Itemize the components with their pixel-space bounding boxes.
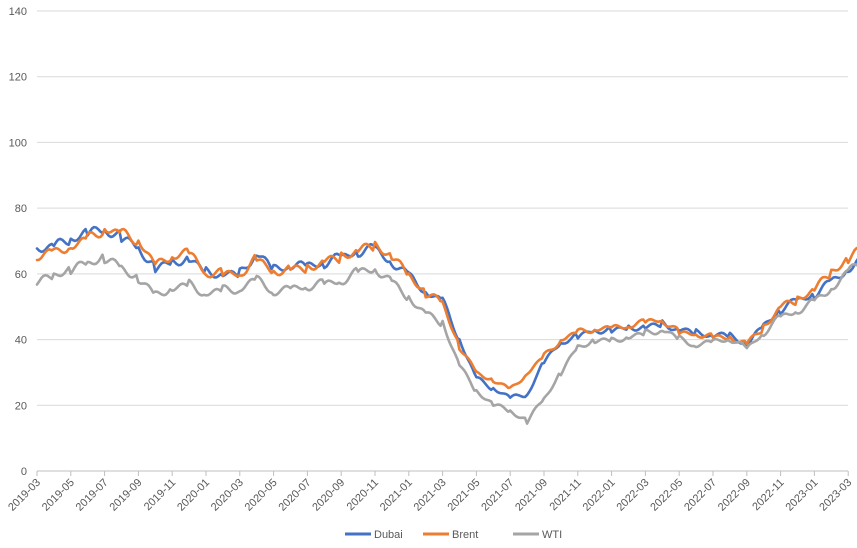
gridlines xyxy=(37,10,848,406)
x-tick-label: 2020-09 xyxy=(310,477,347,514)
legend-label-wti: WTI xyxy=(542,529,562,541)
x-tick-label: 2019-11 xyxy=(142,477,178,513)
x-tick-label: 2019-09 xyxy=(107,477,144,514)
y-tick-label: 80 xyxy=(15,203,27,215)
x-tick-label: 2023-03 xyxy=(817,477,854,514)
series-line-wti xyxy=(35,253,857,425)
x-tick-label: 2020-07 xyxy=(276,477,313,514)
legend: Dubai Brent WTI xyxy=(345,529,562,541)
x-tick-label: 2020-11 xyxy=(345,477,381,513)
legend-label-brent: Brent xyxy=(452,529,478,541)
x-tick-label: 2019-03 xyxy=(6,477,43,514)
x-tick-label: 2022-05 xyxy=(648,477,685,514)
x-tick-label: 2022-01 xyxy=(581,477,618,514)
y-tick-label: 20 xyxy=(15,400,27,412)
y-tick-label: 120 xyxy=(9,72,27,84)
y-tick-label: 140 xyxy=(9,6,27,18)
x-tick-label: 2019-05 xyxy=(40,477,77,514)
series-line-dubai xyxy=(35,225,857,399)
x-tick-label: 2022-09 xyxy=(716,477,753,514)
x-tick-label: 2021-05 xyxy=(445,477,482,514)
x-tick-label: 2020-03 xyxy=(209,477,246,514)
x-tick-label: 2023-01 xyxy=(783,477,820,514)
x-tick-label: 2021-11 xyxy=(547,477,583,513)
x-tick-label: 2020-05 xyxy=(243,477,280,514)
x-tick-label: 2021-07 xyxy=(479,477,516,514)
x-tick-label: 2021-03 xyxy=(412,477,449,514)
x-tick-label: 2022-07 xyxy=(682,477,719,514)
y-tick-label: 0 xyxy=(21,466,27,478)
x-tick-label: 2021-09 xyxy=(513,477,550,514)
x-tick-label: 2021-01 xyxy=(378,477,415,514)
series-lines xyxy=(35,225,857,425)
x-tick-label: 2019-07 xyxy=(74,477,111,514)
x-tick-label: 2020-01 xyxy=(175,477,212,514)
x-tick-label: 2022-11 xyxy=(750,477,786,513)
y-tick-label: 40 xyxy=(15,335,27,347)
axes: 0204060801001201402019-032019-052019-072… xyxy=(6,6,854,514)
y-tick-label: 100 xyxy=(9,137,27,149)
legend-label-dubai: Dubai xyxy=(374,529,403,541)
y-tick-label: 60 xyxy=(15,269,27,281)
x-tick-label: 2022-03 xyxy=(614,477,651,514)
